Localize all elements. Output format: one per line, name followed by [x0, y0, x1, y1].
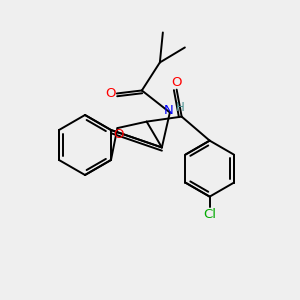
- Text: H: H: [176, 101, 184, 114]
- Text: O: O: [171, 76, 182, 89]
- Text: N: N: [164, 104, 174, 117]
- Text: O: O: [113, 128, 124, 141]
- Text: Cl: Cl: [203, 208, 216, 221]
- Text: O: O: [106, 87, 116, 100]
